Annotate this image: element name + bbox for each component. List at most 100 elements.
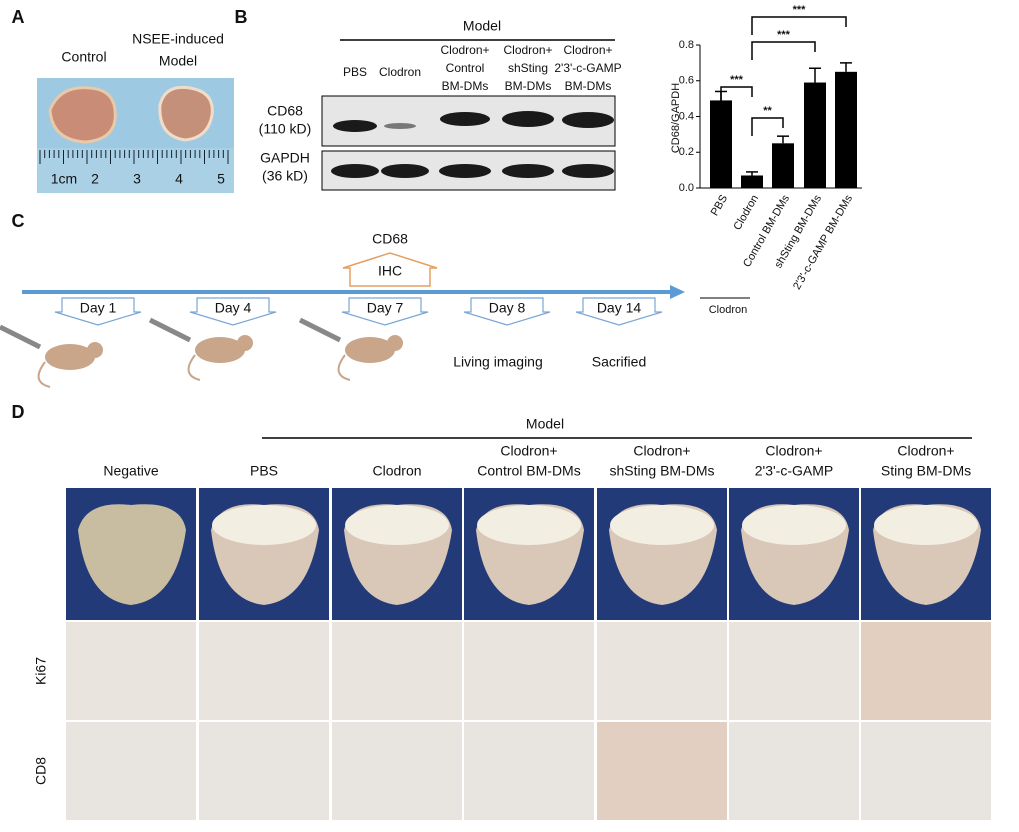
ihc-cd8 (199, 722, 329, 820)
tissue (78, 504, 186, 605)
label: Living imaging (453, 354, 543, 370)
column-label: PBS (250, 463, 278, 479)
label: NSEE-induced (132, 31, 224, 47)
tumor (874, 505, 978, 545)
tumor (345, 505, 449, 545)
x-tick-label: PBS (709, 193, 730, 218)
column-label: Clodron+ (633, 443, 690, 459)
ruler-label: 3 (133, 171, 141, 187)
mouse-body (45, 344, 95, 370)
row-label: CD8 (33, 757, 49, 785)
y-tick-label: 0.8 (679, 39, 694, 51)
panel-label: A (12, 7, 25, 27)
band (562, 112, 614, 128)
bar (741, 175, 763, 188)
ihc-ki67 (199, 622, 329, 720)
mouse-icon (298, 317, 403, 381)
bar (804, 82, 826, 188)
band (381, 164, 429, 178)
y-tick-label: 0.2 (679, 146, 694, 158)
ihc-ki67 (597, 622, 727, 720)
mouse-body (195, 337, 245, 363)
significance: ** (763, 105, 772, 117)
band (502, 111, 554, 127)
label: 2'3'-c-GAMP (554, 61, 621, 75)
label: GAPDH (260, 150, 310, 166)
down-arrow (54, 297, 142, 326)
label: CD68 (267, 103, 303, 119)
ruler-label: 2 (91, 171, 99, 187)
band (333, 120, 377, 132)
significance: *** (730, 74, 744, 86)
tumor (477, 505, 581, 545)
label: Clodron+ (503, 43, 552, 57)
x-tick-label: Clodron (731, 193, 761, 232)
mouse-tail (187, 354, 201, 381)
column-label: Clodron (372, 463, 421, 479)
y-tick-label: 0.6 (679, 75, 694, 87)
syringe (148, 317, 192, 343)
mouse-tail (37, 361, 51, 388)
panel-label: B (235, 7, 248, 27)
tissue-model (158, 85, 214, 142)
ihc-ki67 (729, 622, 859, 720)
mouse-body (345, 337, 395, 363)
row-label: Ki67 (33, 657, 49, 685)
band (502, 164, 554, 178)
day-label: Day 1 (80, 300, 117, 316)
label: BM-DMs (505, 79, 552, 93)
ruler-label: 1cm (51, 171, 77, 187)
syringe (298, 317, 342, 343)
up-arrow (342, 252, 438, 287)
label: Model (526, 416, 564, 432)
label: PBS (343, 65, 367, 79)
label: shSting (508, 61, 548, 75)
bracket (751, 16, 847, 35)
day-label: Day 8 (489, 300, 526, 316)
bar (710, 100, 732, 188)
label: IHC (378, 263, 402, 279)
mouse-tail (337, 354, 351, 381)
label: Sacrified (592, 354, 646, 370)
label: Clodron+ (563, 43, 612, 57)
bracket (751, 117, 784, 136)
ihc-ki67 (332, 622, 462, 720)
ihc-ki67 (464, 622, 594, 720)
label: Model (159, 53, 197, 69)
mouse-head (387, 335, 403, 351)
band (384, 123, 416, 129)
label: Model (463, 18, 501, 34)
label: Control (446, 61, 485, 75)
ihc-cd8 (66, 722, 196, 820)
ihc-cd8 (332, 722, 462, 820)
column-label: shSting BM-DMs (609, 463, 714, 479)
significance: *** (793, 4, 807, 16)
column-label: 2'3'-c-GAMP (755, 463, 833, 479)
ihc-cd8 (464, 722, 594, 820)
column-label: Sting BM-DMs (881, 463, 971, 479)
down-arrow (189, 297, 277, 326)
mouse-icon (148, 317, 253, 381)
panel-label: C (12, 211, 25, 231)
column-label: Clodron+ (897, 443, 954, 459)
tissue-control (48, 86, 117, 144)
ruler-label: 5 (217, 171, 225, 187)
panel-label: D (12, 402, 25, 422)
bracket (751, 41, 816, 60)
down-arrow (463, 297, 551, 326)
bar (835, 71, 857, 188)
column-label: Clodron+ (500, 443, 557, 459)
column-label: Control BM-DMs (477, 463, 580, 479)
label: (36 kD) (262, 168, 308, 184)
bar (772, 143, 794, 188)
y-tick-label: 0.0 (679, 182, 694, 194)
down-arrow (575, 297, 663, 326)
y-axis-label: CD68/GAPDH (670, 83, 682, 153)
ihc-cd8 (861, 722, 991, 820)
day-label: Day 14 (597, 300, 642, 316)
timeline-head (670, 285, 685, 299)
band (439, 164, 491, 178)
mouse-icon (0, 324, 103, 388)
bracket (720, 86, 753, 101)
